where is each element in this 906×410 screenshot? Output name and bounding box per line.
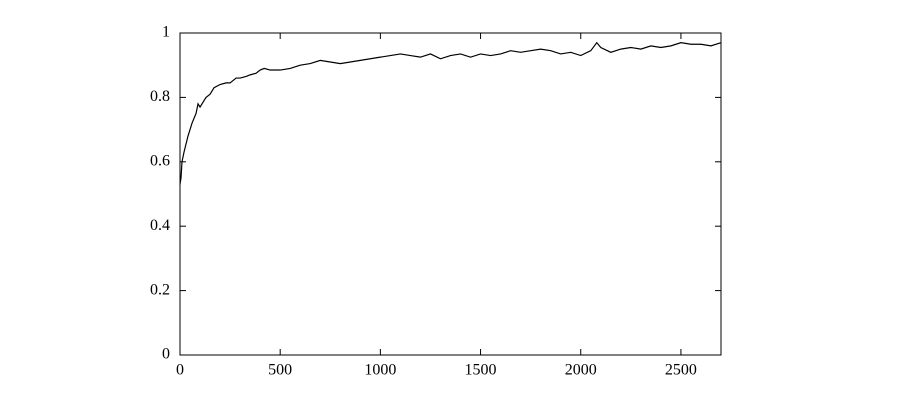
data-line — [179, 41, 722, 185]
x-tick-label: 2000 — [565, 362, 597, 379]
y-tick-label: 1 — [162, 24, 170, 41]
x-tick-label: 2500 — [665, 362, 697, 379]
plot-frame — [179, 32, 722, 356]
y-tick-label: 0.8 — [150, 88, 170, 105]
y-tick-label: 0 — [162, 346, 170, 363]
x-tick-label: 1500 — [465, 362, 497, 379]
y-tick-label: 0.4 — [150, 217, 170, 234]
x-tick-label: 1000 — [364, 362, 396, 379]
x-tick-label: 500 — [268, 362, 292, 379]
y-tick-label: 0.6 — [150, 152, 170, 169]
y-tick-label: 0.2 — [150, 281, 170, 298]
x-tick-label: 0 — [176, 362, 184, 379]
